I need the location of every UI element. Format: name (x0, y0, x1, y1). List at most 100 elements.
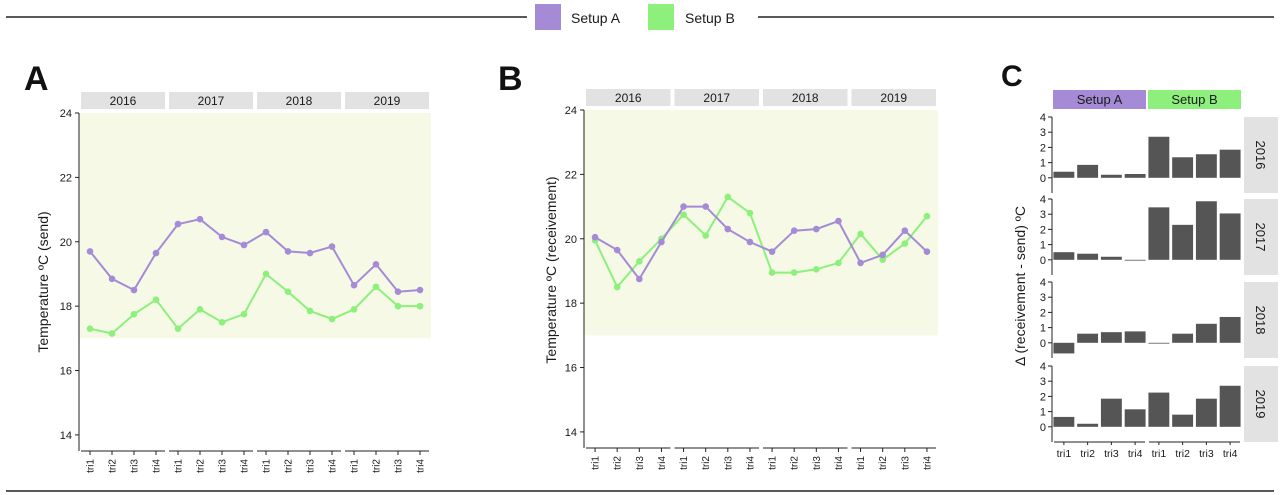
b-point-setup-b-2017-tri2 (702, 232, 709, 239)
b-y-tick-label-24: 24 (565, 105, 577, 117)
b-point-setup-a-2019-tri2 (879, 251, 886, 259)
a-point-setup-a-2018-tri3 (306, 249, 314, 257)
b-x-tick-label-2019-tri4: tri4 (922, 456, 933, 470)
b-series-line-setup-b (594, 195, 928, 289)
c-bar-2018-setup-a-tri3 (1100, 332, 1122, 343)
b-x-tick-label-2016-tri4: tri4 (657, 456, 668, 470)
a-x-tick-label-2016-tri3: tri3 (130, 459, 141, 473)
a-point-setup-b-2019-tri4 (416, 302, 424, 310)
panel-b-line-chart: 2016 2017 2018 2019 14 16 18 20 22 24 tri1 tri2 tri3… (565, 89, 938, 470)
c-row-strip-2019 (1244, 366, 1278, 442)
b-point-setup-b-2019-tri1 (857, 230, 864, 238)
a-point-setup-a-2017-tri4 (240, 241, 248, 249)
y-axis-title-a: Temperature ºC (send) (35, 211, 51, 352)
a-x-tick-label-2017-tri3: tri3 (218, 459, 229, 473)
b-point-setup-b-2018-tri4 (835, 259, 842, 267)
b-point-setup-b-2016-tri3 (636, 257, 643, 265)
c-bar-2018-setup-a-tri4 (1124, 331, 1146, 343)
a-facet-strip-2016 (81, 92, 165, 109)
b-point-setup-a-2017-tri4 (746, 238, 754, 246)
b-point-setup-b-2016-tri2 (613, 283, 621, 291)
b-point-setup-b-2018-tri2 (790, 269, 798, 276)
a-facet-strip-2018 (257, 92, 341, 109)
b-y-tick-label-14: 14 (565, 427, 577, 439)
a-y-tick-label-20: 20 (60, 237, 72, 249)
y-axis-title-c: Δ (receivement - send) ºC (1012, 206, 1028, 366)
a-point-setup-b-2017-tri4 (240, 310, 248, 318)
b-y-tick-label-22: 22 (565, 169, 577, 181)
a-point-setup-b-2018-tri3 (306, 307, 314, 315)
c-bar-2019-setup-a-tri3 (1100, 398, 1122, 427)
c-column-label-setup-b: Setup B (1171, 92, 1217, 107)
b-x-tick-label-2017-tri2: tri2 (701, 456, 712, 470)
a-x-tick-label-2018-tri1: tri1 (262, 459, 273, 473)
c-bar-2019-setup-b-tri4 (1219, 385, 1241, 427)
a-x-tick-label-2019-tri3: tri3 (394, 459, 405, 473)
c-column-strip-setup-b (1148, 90, 1241, 109)
c-y-tick-label-2016-2: 2 (1040, 142, 1046, 154)
a-point-setup-b-2019-tri1 (350, 306, 358, 313)
b-point-setup-a-2017-tri2 (702, 203, 709, 210)
c-bar-2016-setup-a-tri2 (1077, 164, 1099, 178)
b-x-tick-label-2018-tri4: tri4 (834, 456, 845, 470)
c-bar-2019-setup-a-tri2 (1077, 423, 1099, 427)
a-x-tick-label-2018-tri2: tri2 (284, 459, 295, 473)
b-point-setup-b-2017-tri4 (746, 209, 754, 217)
a-x-tick-label-2018-tri3: tri3 (306, 459, 317, 473)
a-facet-label-2016: 2016 (110, 94, 137, 108)
b-point-setup-a-2018-tri4 (835, 217, 842, 225)
a-facet-label-2018: 2018 (286, 94, 313, 108)
c-row-label-2019: 2019 (1253, 390, 1268, 419)
c-bar-2016-setup-a-tri3 (1100, 174, 1122, 178)
c-x-tick-label-setup-b-tri3: tri3 (1199, 448, 1214, 460)
c-row-strip-2018 (1244, 282, 1278, 358)
a-point-setup-b-2018-tri4 (328, 315, 336, 323)
b-point-setup-b-2018-tri1 (768, 269, 776, 276)
a-facet-label-2017: 2017 (198, 94, 225, 108)
b-point-setup-b-2017-tri3 (724, 193, 732, 201)
legend-label-setup-a: Setup A (571, 10, 621, 26)
a-x-tick-label-2016-tri1: tri1 (86, 459, 97, 473)
a-point-setup-b-2016-tri3 (130, 310, 138, 318)
c-row-strip-2016 (1244, 117, 1278, 193)
b-x-tick-label-2016-tri1: tri1 (591, 456, 602, 470)
a-y-tick-label-24: 24 (60, 108, 72, 120)
c-x-tick-label-setup-b-tri4: tri4 (1223, 448, 1238, 460)
c-bar-2019-setup-a-tri1 (1053, 416, 1075, 427)
c-x-tick-label-setup-a-tri2: tri2 (1080, 448, 1095, 460)
c-y-tick-label-2016-3: 3 (1040, 127, 1046, 139)
c-y-tick-label-2019-2: 2 (1040, 391, 1046, 403)
legend-swatch-setup-b (648, 4, 674, 30)
b-point-setup-a-2018-tri1 (768, 248, 776, 255)
a-point-setup-a-2017-tri3 (218, 233, 226, 241)
c-y-tick-label-2018-3: 3 (1040, 292, 1046, 304)
c-y-tick-label-2019-0: 0 (1040, 422, 1046, 434)
a-point-setup-a-2016-tri1 (86, 248, 94, 255)
b-facet-strip-2016 (586, 89, 671, 106)
c-row-label-2016: 2016 (1253, 141, 1268, 170)
c-y-tick-label-2018-2: 2 (1040, 307, 1046, 319)
b-point-setup-b-2018-tri3 (813, 266, 820, 273)
c-y-tick-label-2017-4: 4 (1040, 194, 1046, 206)
c-bar-2018-setup-b-tri3 (1195, 323, 1217, 343)
b-series-line-setup-a (594, 205, 928, 281)
a-x-tick-label-2017-tri2: tri2 (196, 459, 207, 473)
a-point-setup-a-2017-tri2 (196, 215, 204, 223)
legend-label-setup-b: Setup B (685, 10, 735, 26)
c-bar-2018-setup-b-tri1 (1148, 342, 1170, 344)
a-point-setup-b-2019-tri2 (372, 283, 380, 291)
b-y-tick-label-16: 16 (565, 363, 577, 375)
c-column-label-setup-a: Setup A (1077, 92, 1123, 107)
c-bar-2016-setup-a-tri1 (1053, 171, 1075, 178)
c-bar-2018-setup-a-tri1 (1053, 342, 1075, 354)
b-x-tick-label-2016-tri2: tri2 (613, 456, 624, 470)
b-point-setup-b-2019-tri4 (923, 212, 931, 220)
c-bar-2017-setup-a-tri4 (1124, 259, 1146, 261)
c-x-tick-label-setup-a-tri4: tri4 (1128, 448, 1143, 460)
b-point-setup-a-2019-tri4 (923, 248, 931, 255)
b-point-setup-a-2017-tri3 (724, 225, 732, 233)
a-series-line-setup-a (89, 218, 421, 293)
a-series-line-setup-b (89, 272, 420, 335)
b-x-tick-label-2018-tri3: tri3 (812, 456, 823, 470)
